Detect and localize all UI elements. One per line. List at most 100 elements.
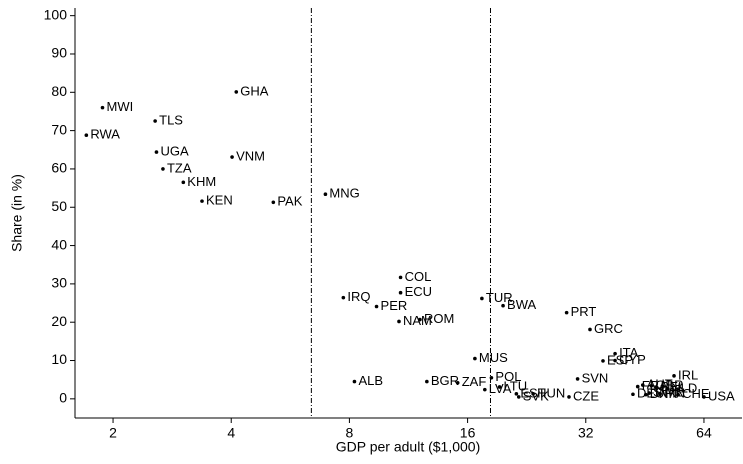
point-label: DNK xyxy=(650,386,678,401)
point xyxy=(473,356,477,361)
point-label: IRL xyxy=(678,367,698,382)
point-label: MUS xyxy=(479,350,508,365)
point-label: ECU xyxy=(405,284,432,299)
point xyxy=(352,379,357,384)
y-tick-label: 90 xyxy=(51,45,67,61)
y-tick-label: 60 xyxy=(51,160,67,176)
y-tick-label: 80 xyxy=(51,83,67,99)
point xyxy=(672,374,676,378)
point-label: ROM xyxy=(424,311,454,326)
point xyxy=(635,384,640,389)
point-label: MWI xyxy=(106,99,133,114)
point-label: TUR xyxy=(486,290,513,305)
point-label: BWA xyxy=(507,297,536,312)
point-label: CHE xyxy=(682,386,710,401)
point xyxy=(480,296,484,301)
point-label: ITA xyxy=(619,345,639,360)
point xyxy=(397,319,401,324)
point-label: SVN xyxy=(582,370,609,385)
point-label: PRT xyxy=(571,304,597,319)
point-label: FIN xyxy=(664,385,685,400)
point xyxy=(516,395,521,399)
point-label: SWE xyxy=(653,385,683,400)
point xyxy=(631,392,635,397)
y-tick-label: 10 xyxy=(51,351,67,367)
y-tick-label: 30 xyxy=(51,275,67,291)
point xyxy=(489,375,494,380)
point xyxy=(647,391,651,395)
point-label: RWA xyxy=(90,127,120,142)
point-label: HUN xyxy=(537,385,565,400)
point xyxy=(514,392,519,396)
x-tick-label: 2 xyxy=(109,425,117,441)
y-tick-label: 100 xyxy=(44,6,68,22)
point xyxy=(702,395,706,399)
point-label: ESP xyxy=(607,352,633,367)
point xyxy=(654,385,659,390)
point xyxy=(497,385,502,389)
point-label: BGR xyxy=(431,373,459,388)
x-tick-label: 64 xyxy=(696,425,712,441)
point xyxy=(418,317,422,322)
point xyxy=(425,379,429,384)
point-label: TZA xyxy=(167,160,192,175)
y-axis-title: Share (in %) xyxy=(9,174,25,252)
point xyxy=(613,358,617,363)
point xyxy=(601,359,605,363)
point xyxy=(230,155,234,159)
point-label: USA xyxy=(708,388,735,403)
x-tick-label: 8 xyxy=(346,425,354,441)
point-label: SVK xyxy=(523,388,549,403)
point-label: UGA xyxy=(160,144,189,159)
point-label: NLD xyxy=(671,380,697,395)
y-tick-label: 20 xyxy=(51,313,67,329)
point-label: GRC xyxy=(594,321,623,336)
point-label: CZE xyxy=(573,388,599,403)
point xyxy=(100,105,105,110)
point xyxy=(483,387,487,392)
point-label: COL xyxy=(405,269,432,284)
point xyxy=(649,384,654,388)
point xyxy=(181,180,186,185)
point xyxy=(161,167,165,171)
y-tick-label: 70 xyxy=(51,121,67,137)
point-label: TLS xyxy=(159,112,183,127)
y-tick-label: 0 xyxy=(59,390,67,406)
point-label: NAM xyxy=(403,313,432,328)
point xyxy=(676,392,680,397)
point xyxy=(501,303,505,308)
point xyxy=(567,395,571,399)
point xyxy=(200,199,204,203)
point xyxy=(341,295,346,300)
point xyxy=(564,310,569,315)
point xyxy=(398,290,403,295)
point xyxy=(398,275,403,280)
point xyxy=(455,380,460,385)
point-label: PAK xyxy=(277,194,302,209)
point xyxy=(658,392,662,396)
point xyxy=(84,133,89,138)
point xyxy=(613,351,617,356)
point xyxy=(271,200,276,205)
point xyxy=(588,327,592,332)
point-label: ZAF xyxy=(462,374,487,389)
point-label: KHM xyxy=(187,174,216,189)
x-tick-label: 4 xyxy=(227,425,235,441)
point xyxy=(640,383,645,387)
point-label: CYP xyxy=(619,352,646,367)
point-label: ALB xyxy=(358,373,383,388)
point xyxy=(323,192,328,197)
point-label: PER xyxy=(381,298,408,313)
point-label: MNG xyxy=(329,186,359,201)
point xyxy=(153,119,157,123)
point-label: FRA xyxy=(642,378,668,393)
x-tick-label: 32 xyxy=(578,425,594,441)
y-tick-label: 40 xyxy=(51,236,67,252)
point-label: IRQ xyxy=(347,289,370,304)
point-label: GBR xyxy=(655,377,683,392)
point xyxy=(643,392,648,397)
point xyxy=(665,387,670,391)
y-tick-label: 50 xyxy=(51,198,67,214)
